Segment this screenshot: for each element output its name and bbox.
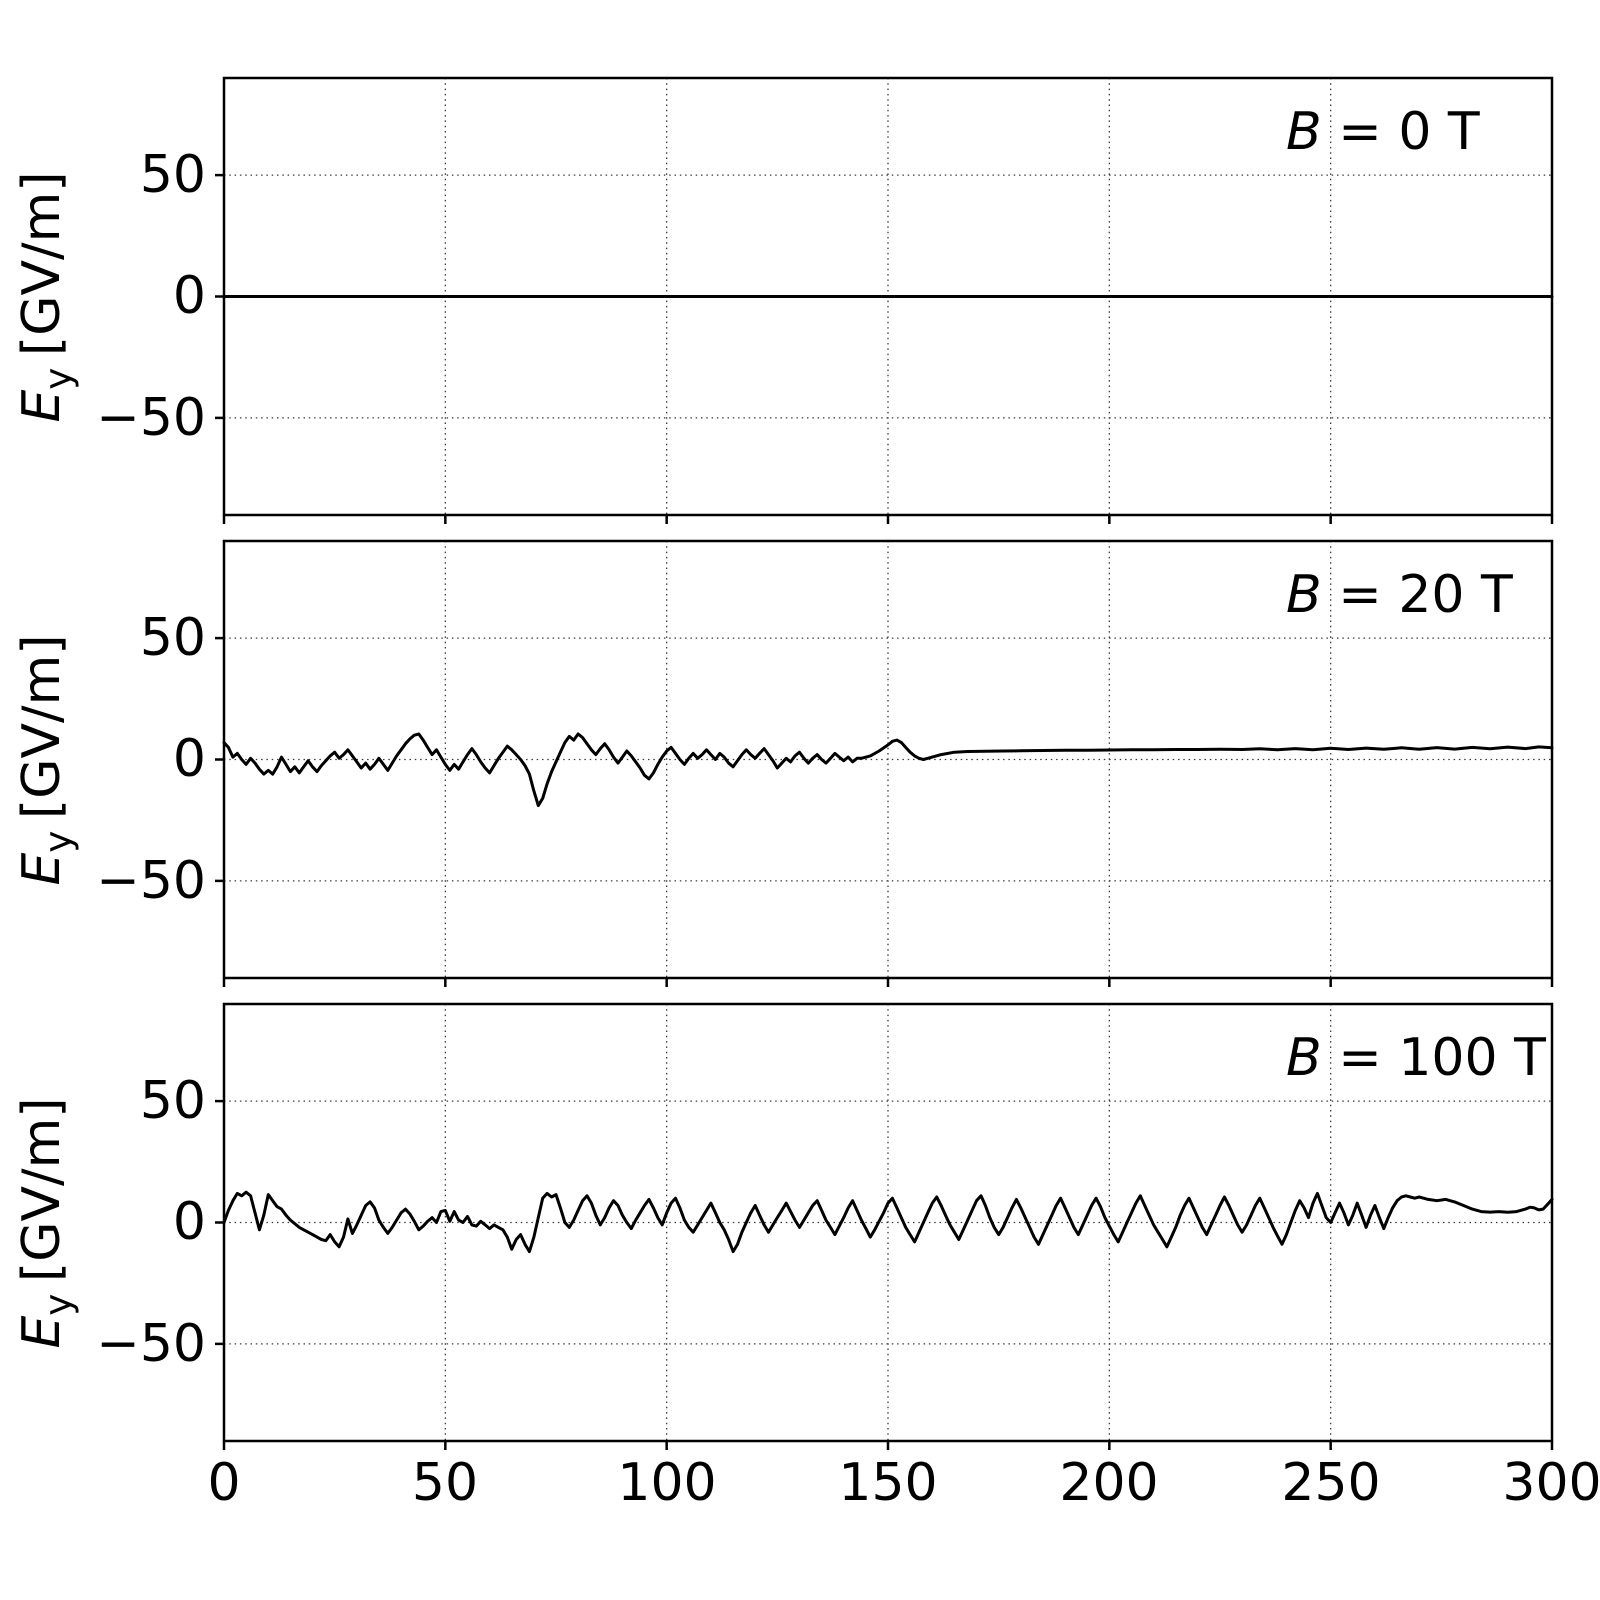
x-tick-label: 300 (1502, 1453, 1600, 1513)
magnetic-field-symbol: B (1286, 565, 1322, 625)
x-tick-label: 200 (1059, 1453, 1159, 1513)
x-tick-label: 250 (1281, 1453, 1381, 1513)
magnetic-field-symbol: B (1286, 102, 1322, 162)
signal-line-1 (222, 732, 1554, 808)
y-tick-label: −50 (96, 851, 206, 911)
y-tick-label: −50 (96, 388, 206, 448)
panel-annotation-b0: B = 0 T (1286, 104, 1480, 160)
magnetic-field-value: = 100 T (1321, 1028, 1546, 1088)
y-tick-label: 0 (172, 1192, 206, 1252)
y-tick-label: 50 (139, 145, 206, 205)
x-tick-label: 150 (838, 1453, 938, 1513)
magnetic-field-value: = 20 T (1321, 565, 1513, 625)
y-tick-label: −50 (96, 1314, 206, 1374)
magnetic-field-value: = 0 T (1321, 102, 1480, 162)
y-tick-label: 50 (139, 608, 206, 668)
x-tick-label: 50 (411, 1453, 479, 1513)
magnetic-field-symbol: B (1286, 1028, 1322, 1088)
panel-annotation-b20: B = 20 T (1286, 567, 1513, 623)
signal-line-2 (222, 1190, 1554, 1254)
y-tick-label: 0 (172, 266, 206, 326)
x-tick-label: 100 (617, 1453, 717, 1513)
y-tick-label: 0 (172, 729, 206, 789)
y-tick-label: 50 (139, 1071, 206, 1131)
panel-annotation-b100: B = 100 T (1286, 1030, 1546, 1086)
x-tick-label: 0 (207, 1453, 241, 1513)
